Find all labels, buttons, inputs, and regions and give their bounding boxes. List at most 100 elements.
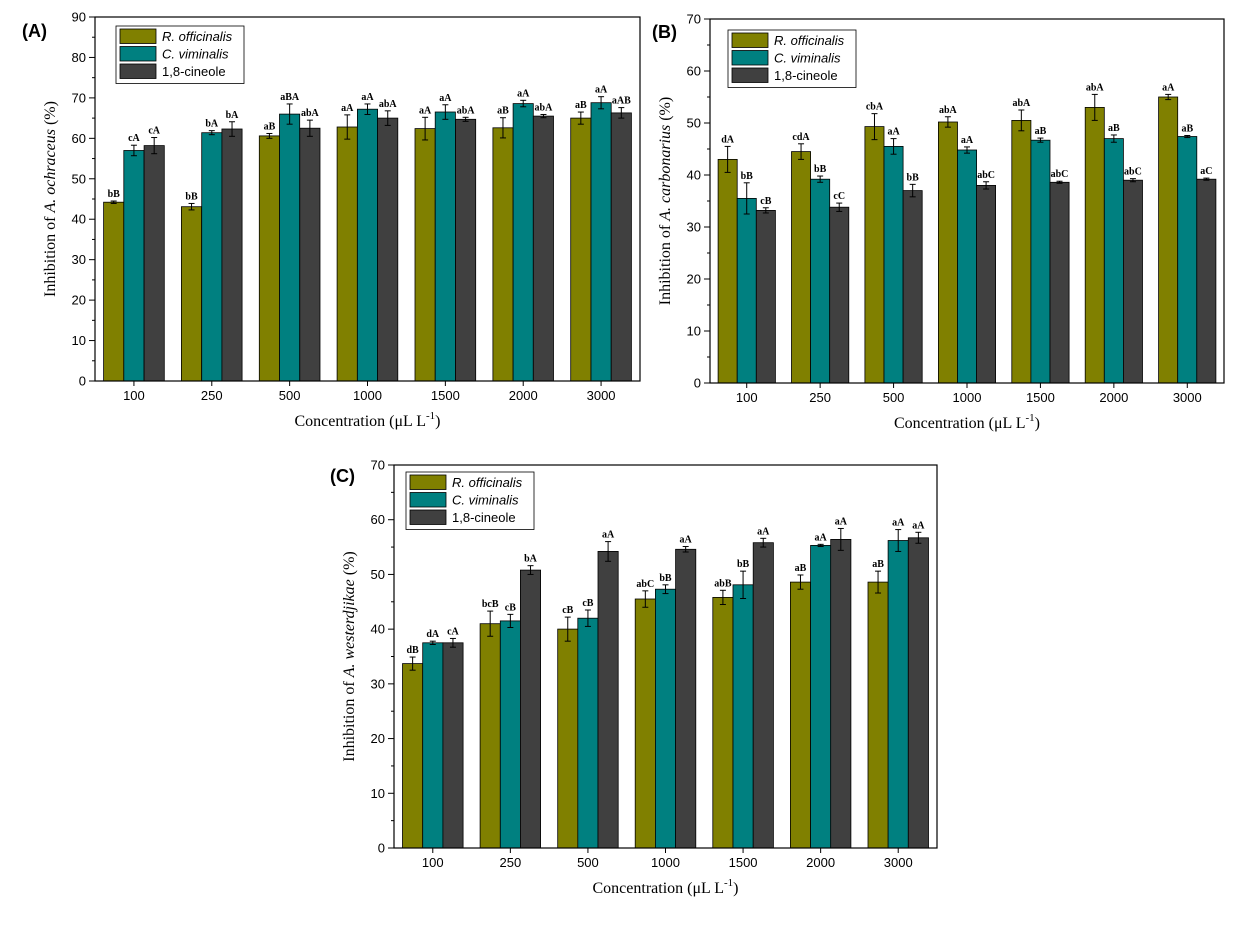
bar	[557, 628, 579, 849]
data-label: bcB	[482, 599, 499, 610]
data-label: cbA	[866, 102, 884, 113]
data-label: aA	[835, 517, 848, 528]
bar	[1049, 181, 1070, 384]
data-label: aA	[1162, 82, 1175, 93]
data-label: aA	[757, 526, 770, 537]
data-label: aB	[264, 122, 276, 133]
y-tick-label: 60	[72, 131, 86, 146]
bar	[810, 545, 832, 849]
data-label: abA	[379, 99, 398, 110]
y-tick-label: 60	[687, 64, 701, 79]
data-label: bB	[108, 189, 121, 200]
y-tick-label: 90	[72, 10, 86, 25]
bar	[402, 663, 424, 849]
data-label: aB	[872, 559, 884, 570]
data-label: aA	[892, 518, 905, 529]
bar	[577, 617, 599, 849]
data-label: abA	[1012, 98, 1031, 109]
chart-panel-c: (C) dB bcB cB abC abB aB aB dA cB cB bB bB aA aA cA bA aA…	[330, 458, 938, 897]
data-label: aA	[341, 103, 354, 114]
y-tick-label: 30	[371, 676, 385, 691]
data-label: cC	[833, 191, 845, 202]
bar	[143, 145, 165, 382]
y-tick-label: 20	[72, 293, 86, 308]
bar	[1158, 96, 1179, 384]
x-tick-label: 1000	[353, 388, 382, 403]
data-label: bA	[205, 119, 219, 130]
bar	[810, 178, 831, 384]
data-label: bB	[907, 172, 920, 183]
data-label: abA	[301, 108, 320, 119]
bar	[867, 581, 889, 849]
data-label: aA	[595, 85, 608, 96]
x-tick-label: 250	[500, 855, 522, 870]
y-tick-label: 70	[72, 90, 86, 105]
data-label: abC	[977, 170, 995, 181]
x-tick-label: 1500	[431, 388, 460, 403]
bar	[1011, 120, 1032, 384]
x-tick-label: 1500	[729, 855, 758, 870]
data-label: aA	[517, 88, 530, 99]
y-tick-label: 50	[72, 171, 86, 186]
bar	[1030, 139, 1051, 384]
data-label: aC	[1200, 166, 1212, 177]
y-tick-label: 0	[79, 374, 86, 389]
data-label: aB	[1035, 126, 1047, 137]
y-tick-label: 40	[371, 622, 385, 637]
bar	[442, 642, 464, 849]
panel-letter: (A)	[22, 21, 47, 41]
data-label: dA	[426, 629, 440, 640]
legend-label: C. viminalis	[452, 493, 519, 508]
bar	[356, 108, 378, 382]
bar	[377, 117, 399, 382]
data-label: aA	[361, 92, 374, 103]
bar	[736, 197, 757, 384]
x-tick-label: 2000	[1099, 390, 1128, 405]
panel-letter: (C)	[330, 466, 355, 486]
data-label: bB	[741, 171, 754, 182]
y-tick-label: 50	[371, 567, 385, 582]
bar	[976, 184, 997, 384]
y-tick-label: 70	[687, 12, 701, 27]
x-tick-label: 3000	[587, 388, 616, 403]
bar	[336, 126, 358, 382]
data-label: abC	[1051, 169, 1069, 180]
bar	[221, 128, 243, 382]
y-tick-label: 20	[687, 272, 701, 287]
legend-label: 1,8-cineole	[452, 510, 516, 525]
data-label: aA	[680, 535, 693, 546]
x-tick-label: 500	[883, 390, 905, 405]
bar	[201, 132, 223, 382]
x-tick-label: 3000	[1173, 390, 1202, 405]
data-label: aB	[575, 100, 587, 111]
x-tick-label: 1000	[953, 390, 982, 405]
bar	[520, 569, 542, 849]
x-tick-label: 100	[736, 390, 758, 405]
data-label: cB	[562, 605, 573, 616]
y-axis-title: Inhibition of A. westerdjikae (%)	[341, 551, 358, 761]
legend-swatch	[409, 509, 447, 525]
data-label: abC	[1124, 167, 1142, 178]
data-label: aA	[419, 105, 432, 116]
bar	[790, 581, 812, 849]
bar	[422, 642, 444, 849]
data-label: dB	[406, 645, 419, 656]
y-tick-label: 80	[72, 50, 86, 65]
y-tick-label: 30	[687, 220, 701, 235]
legend-swatch	[409, 492, 447, 508]
data-label: bB	[185, 191, 198, 202]
bar	[570, 117, 592, 382]
legend-label: R. officinalis	[452, 475, 523, 490]
y-tick-label: 0	[694, 376, 701, 391]
bar	[1177, 136, 1198, 384]
data-label: aA	[912, 520, 925, 531]
data-label: abC	[636, 579, 654, 590]
y-tick-label: 20	[371, 731, 385, 746]
bar	[829, 206, 850, 384]
bar	[434, 111, 456, 382]
data-label: dA	[721, 134, 735, 145]
bar	[938, 121, 958, 384]
bar	[732, 584, 754, 849]
x-tick-label: 1500	[1026, 390, 1055, 405]
data-label: aA	[887, 127, 900, 138]
